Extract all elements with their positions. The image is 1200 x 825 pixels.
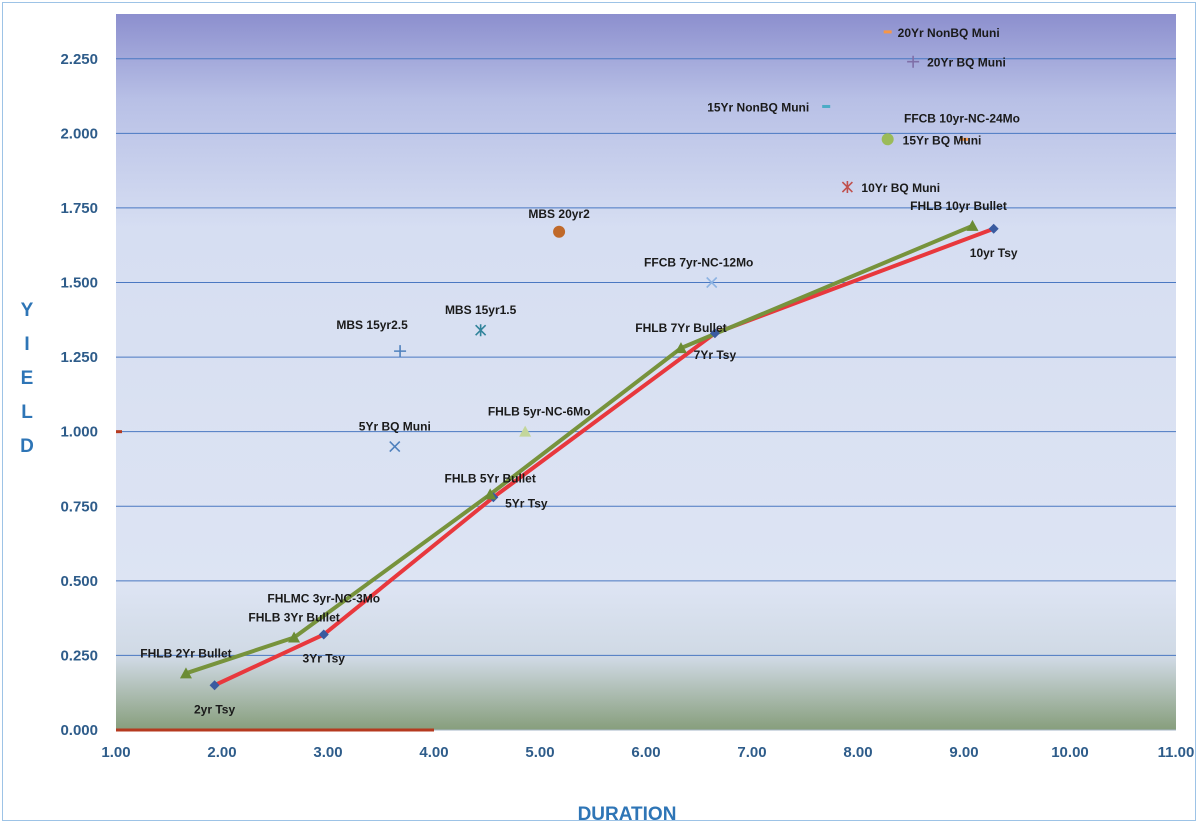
data-label: MBS 15yr2.5	[336, 318, 408, 332]
x-tick-label: 4.00	[419, 744, 448, 761]
x-tick-label: 2.00	[207, 744, 236, 761]
data-point	[822, 104, 831, 108]
data-label: 20Yr BQ Muni	[927, 56, 1006, 70]
y-axis-title-letter: Y	[21, 300, 34, 321]
data-label: FHLB 7Yr Bullet	[635, 321, 726, 335]
data-label: FHLB 3Yr Bullet	[248, 611, 339, 625]
x-tick-label: 9.00	[949, 744, 978, 761]
data-point	[706, 276, 718, 289]
data-label: FHLMC 3yr-NC-3Mo	[267, 592, 380, 606]
data-point	[484, 488, 497, 500]
data-point	[475, 324, 487, 337]
y-axis-title-letter: E	[21, 368, 34, 389]
x-tick-label: 6.00	[631, 744, 660, 761]
data-label: FHLB 10yr Bullet	[910, 199, 1007, 213]
data-point	[966, 219, 979, 231]
data-point	[907, 55, 920, 68]
data-label: 10yr Tsy	[970, 246, 1018, 260]
data-point	[553, 225, 566, 238]
y-tick-label: 2.000	[60, 125, 98, 142]
y-tick-label: 0.500	[60, 573, 98, 590]
data-point	[318, 629, 329, 640]
x-tick-label: 8.00	[843, 744, 872, 761]
data-point	[988, 223, 999, 234]
data-point	[389, 441, 401, 453]
data-label: 7Yr Tsy	[694, 348, 737, 362]
y-axis-title-letter: L	[21, 402, 33, 423]
x-tick-label: 11.00	[1158, 744, 1195, 761]
y-axis-title-letter: I	[24, 334, 29, 355]
data-label: FHLB 5yr-NC-6Mo	[488, 405, 591, 419]
data-point	[709, 328, 720, 339]
data-label: MBS 15yr1.5	[445, 303, 517, 317]
data-label: 5Yr BQ Muni	[359, 420, 431, 434]
y-axis-title-letter: D	[20, 436, 34, 457]
data-point	[179, 667, 192, 679]
data-point	[394, 345, 407, 358]
x-axis-title: DURATION	[578, 804, 677, 825]
data-point	[881, 133, 894, 146]
data-point	[519, 425, 532, 437]
y-tick-label: 0.750	[60, 498, 98, 515]
data-label: 15Yr NonBQ Muni	[707, 100, 809, 114]
x-tick-label: 1.00	[101, 744, 130, 761]
data-point	[960, 137, 968, 141]
data-label: MBS 20yr2	[528, 207, 590, 221]
y-tick-label: 0.250	[60, 647, 98, 664]
data-label: 20Yr NonBQ Muni	[898, 26, 1000, 40]
data-label: 3Yr Tsy	[303, 652, 346, 666]
x-tick-label: 10.00	[1051, 744, 1089, 761]
y-tick-label: 1.000	[60, 424, 98, 441]
data-point	[883, 30, 892, 34]
x-tick-label: 5.00	[525, 744, 554, 761]
x-tick-label: 3.00	[313, 744, 342, 761]
data-point	[209, 680, 220, 691]
data-label: FFCB 7yr-NC-12Mo	[644, 256, 753, 270]
data-point	[841, 181, 853, 194]
y-tick-label: 1.500	[60, 275, 98, 292]
data-label: FFCB 10yr-NC-24Mo	[904, 111, 1020, 125]
data-label: 5Yr Tsy	[505, 496, 548, 510]
data-label: 2yr Tsy	[194, 702, 235, 716]
x-tick-label: 7.00	[737, 744, 766, 761]
data-label: 15Yr BQ Muni	[903, 133, 982, 147]
data-label: 10Yr BQ Muni	[861, 181, 940, 195]
data-label: FHLB 5Yr Bullet	[445, 471, 536, 485]
y-tick-label: 1.250	[60, 349, 98, 366]
y-tick-label: 0.000	[60, 722, 98, 739]
y-tick-label: 2.250	[60, 51, 98, 68]
data-point	[674, 342, 687, 354]
y-tick-label: 1.750	[60, 200, 98, 217]
data-point	[288, 631, 301, 643]
data-label: FHLB 2Yr Bullet	[140, 646, 231, 660]
